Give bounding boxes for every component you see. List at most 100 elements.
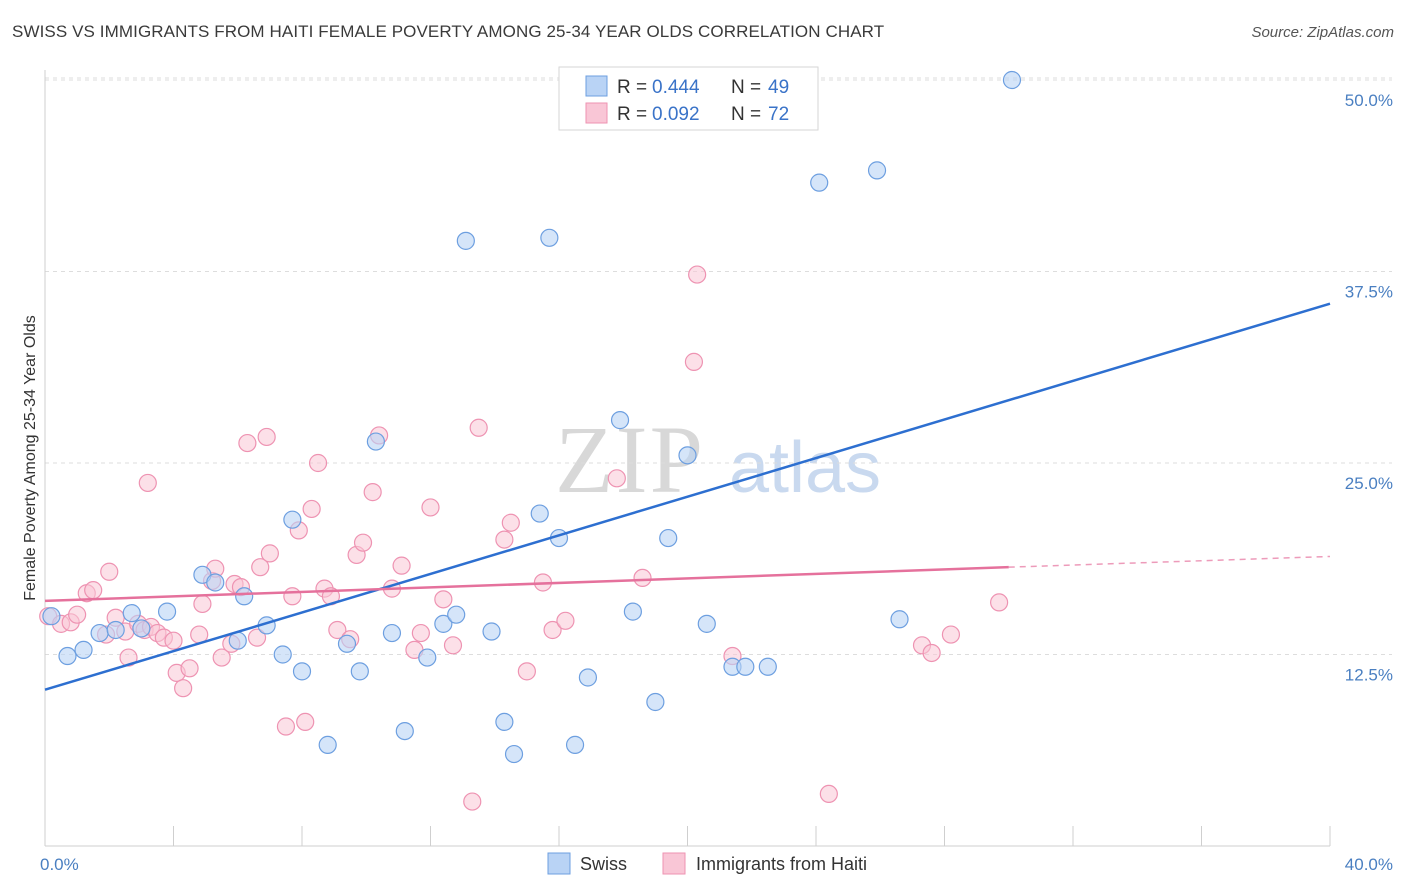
legend-n-value-haiti: 72	[768, 104, 789, 125]
haiti-point	[296, 712, 315, 732]
haiti-point	[819, 784, 838, 804]
swiss-points	[42, 70, 1022, 764]
haiti-point	[501, 513, 520, 532]
swiss-point	[678, 446, 697, 465]
chart-title: SWISS VS IMMIGRANTS FROM HAITI FEMALE PO…	[12, 22, 885, 41]
y-axis-tick-labels: 12.5% 25.0% 37.5% 50.0%	[1345, 91, 1393, 685]
legend-swatch-swiss	[585, 75, 608, 97]
y-tick-label-0: 12.5%	[1345, 666, 1393, 685]
legend-r-value-swiss: 0.444	[652, 77, 700, 98]
swiss-point	[758, 657, 777, 676]
haiti-point	[308, 453, 328, 473]
bottom-legend-swatch-swiss	[547, 852, 571, 875]
swiss-point	[273, 645, 292, 664]
haiti-point	[443, 636, 463, 655]
haiti-point	[193, 594, 212, 614]
legend-r-value-haiti: 0.092	[652, 104, 700, 125]
haiti-point	[164, 631, 183, 650]
haiti-point	[260, 544, 279, 563]
swiss-point	[157, 602, 177, 621]
swiss-point	[646, 692, 665, 712]
x-tick-label-max: 40.0%	[1345, 855, 1393, 874]
swiss-point	[292, 662, 312, 681]
swiss-point	[456, 231, 475, 250]
watermark-atlas: atlas	[729, 428, 881, 508]
bottom-legend-swatch-haiti	[662, 852, 686, 875]
swiss-point	[495, 712, 514, 732]
legend-r-label-swiss: R =	[617, 77, 647, 98]
haiti-trend-line-extension	[1008, 555, 1331, 568]
swiss-point	[565, 735, 585, 754]
haiti-point	[607, 469, 626, 488]
bottom-legend-label-swiss: Swiss	[580, 854, 627, 874]
watermark-zip: ZIP	[555, 406, 705, 513]
haiti-point	[684, 352, 704, 371]
swiss-point	[504, 744, 524, 764]
haiti-point	[257, 427, 276, 447]
haiti-points	[39, 265, 1009, 811]
swiss-point	[418, 648, 437, 667]
trend-lines	[44, 302, 1331, 691]
haiti-point	[180, 659, 199, 678]
y-axis-label: Female Poverty Among 25-34 Year Olds	[22, 315, 39, 601]
swiss-point	[434, 614, 453, 633]
haiti-point	[138, 473, 157, 493]
swiss-point	[350, 662, 369, 681]
haiti-point	[922, 643, 941, 663]
swiss-point	[106, 620, 125, 640]
swiss-point	[74, 640, 93, 660]
haiti-point	[633, 568, 652, 588]
swiss-point	[867, 161, 887, 180]
haiti-point	[247, 628, 267, 647]
haiti-point	[543, 620, 562, 640]
haiti-point	[251, 558, 270, 577]
haiti-point	[463, 792, 482, 811]
swiss-point	[235, 587, 254, 606]
series-legend: Swiss Immigrants from Haiti	[547, 852, 867, 875]
haiti-point	[283, 587, 302, 606]
haiti-point	[517, 662, 536, 681]
swiss-point	[530, 504, 549, 523]
swiss-point	[382, 623, 402, 643]
haiti-point	[276, 717, 296, 736]
swiss-point	[395, 721, 414, 741]
swiss-point	[318, 735, 337, 754]
legend-n-label-swiss: N =	[731, 77, 761, 98]
haiti-point	[941, 625, 961, 644]
haiti-point	[302, 499, 321, 519]
swiss-point	[540, 228, 559, 247]
swiss-point	[623, 602, 642, 621]
swiss-point	[42, 607, 61, 626]
source-credit: Source: ZipAtlas.com	[1251, 24, 1394, 41]
haiti-point	[174, 679, 193, 698]
swiss-point	[58, 646, 77, 666]
grid-lines	[45, 77, 1392, 655]
swiss-point	[482, 622, 501, 641]
swiss-trend-line	[44, 302, 1331, 691]
haiti-point	[212, 648, 231, 667]
watermark: ZIP atlas	[555, 406, 881, 513]
haiti-point	[434, 590, 453, 609]
swiss-point	[578, 668, 598, 687]
correlation-legend: R = 0.444 N = 49 R = 0.092 N = 72	[558, 66, 819, 131]
swiss-point	[610, 411, 630, 430]
y-tick-label-3: 50.0%	[1345, 91, 1393, 110]
swiss-point	[122, 604, 141, 623]
swiss-point	[283, 510, 302, 529]
legend-r-label-haiti: R =	[617, 104, 647, 125]
swiss-point	[1002, 70, 1022, 90]
swiss-point	[337, 634, 357, 653]
haiti-point	[84, 581, 103, 600]
haiti-point	[495, 530, 514, 549]
haiti-point	[238, 433, 257, 453]
haiti-point	[68, 605, 87, 624]
haiti-point	[411, 623, 430, 643]
haiti-point	[363, 483, 382, 502]
bottom-legend-label-haiti: Immigrants from Haiti	[696, 854, 867, 874]
haiti-point	[421, 498, 440, 517]
swiss-point	[890, 610, 909, 629]
legend-n-label-haiti: N =	[731, 104, 761, 125]
swiss-point	[447, 605, 466, 624]
haiti-point	[392, 556, 411, 575]
